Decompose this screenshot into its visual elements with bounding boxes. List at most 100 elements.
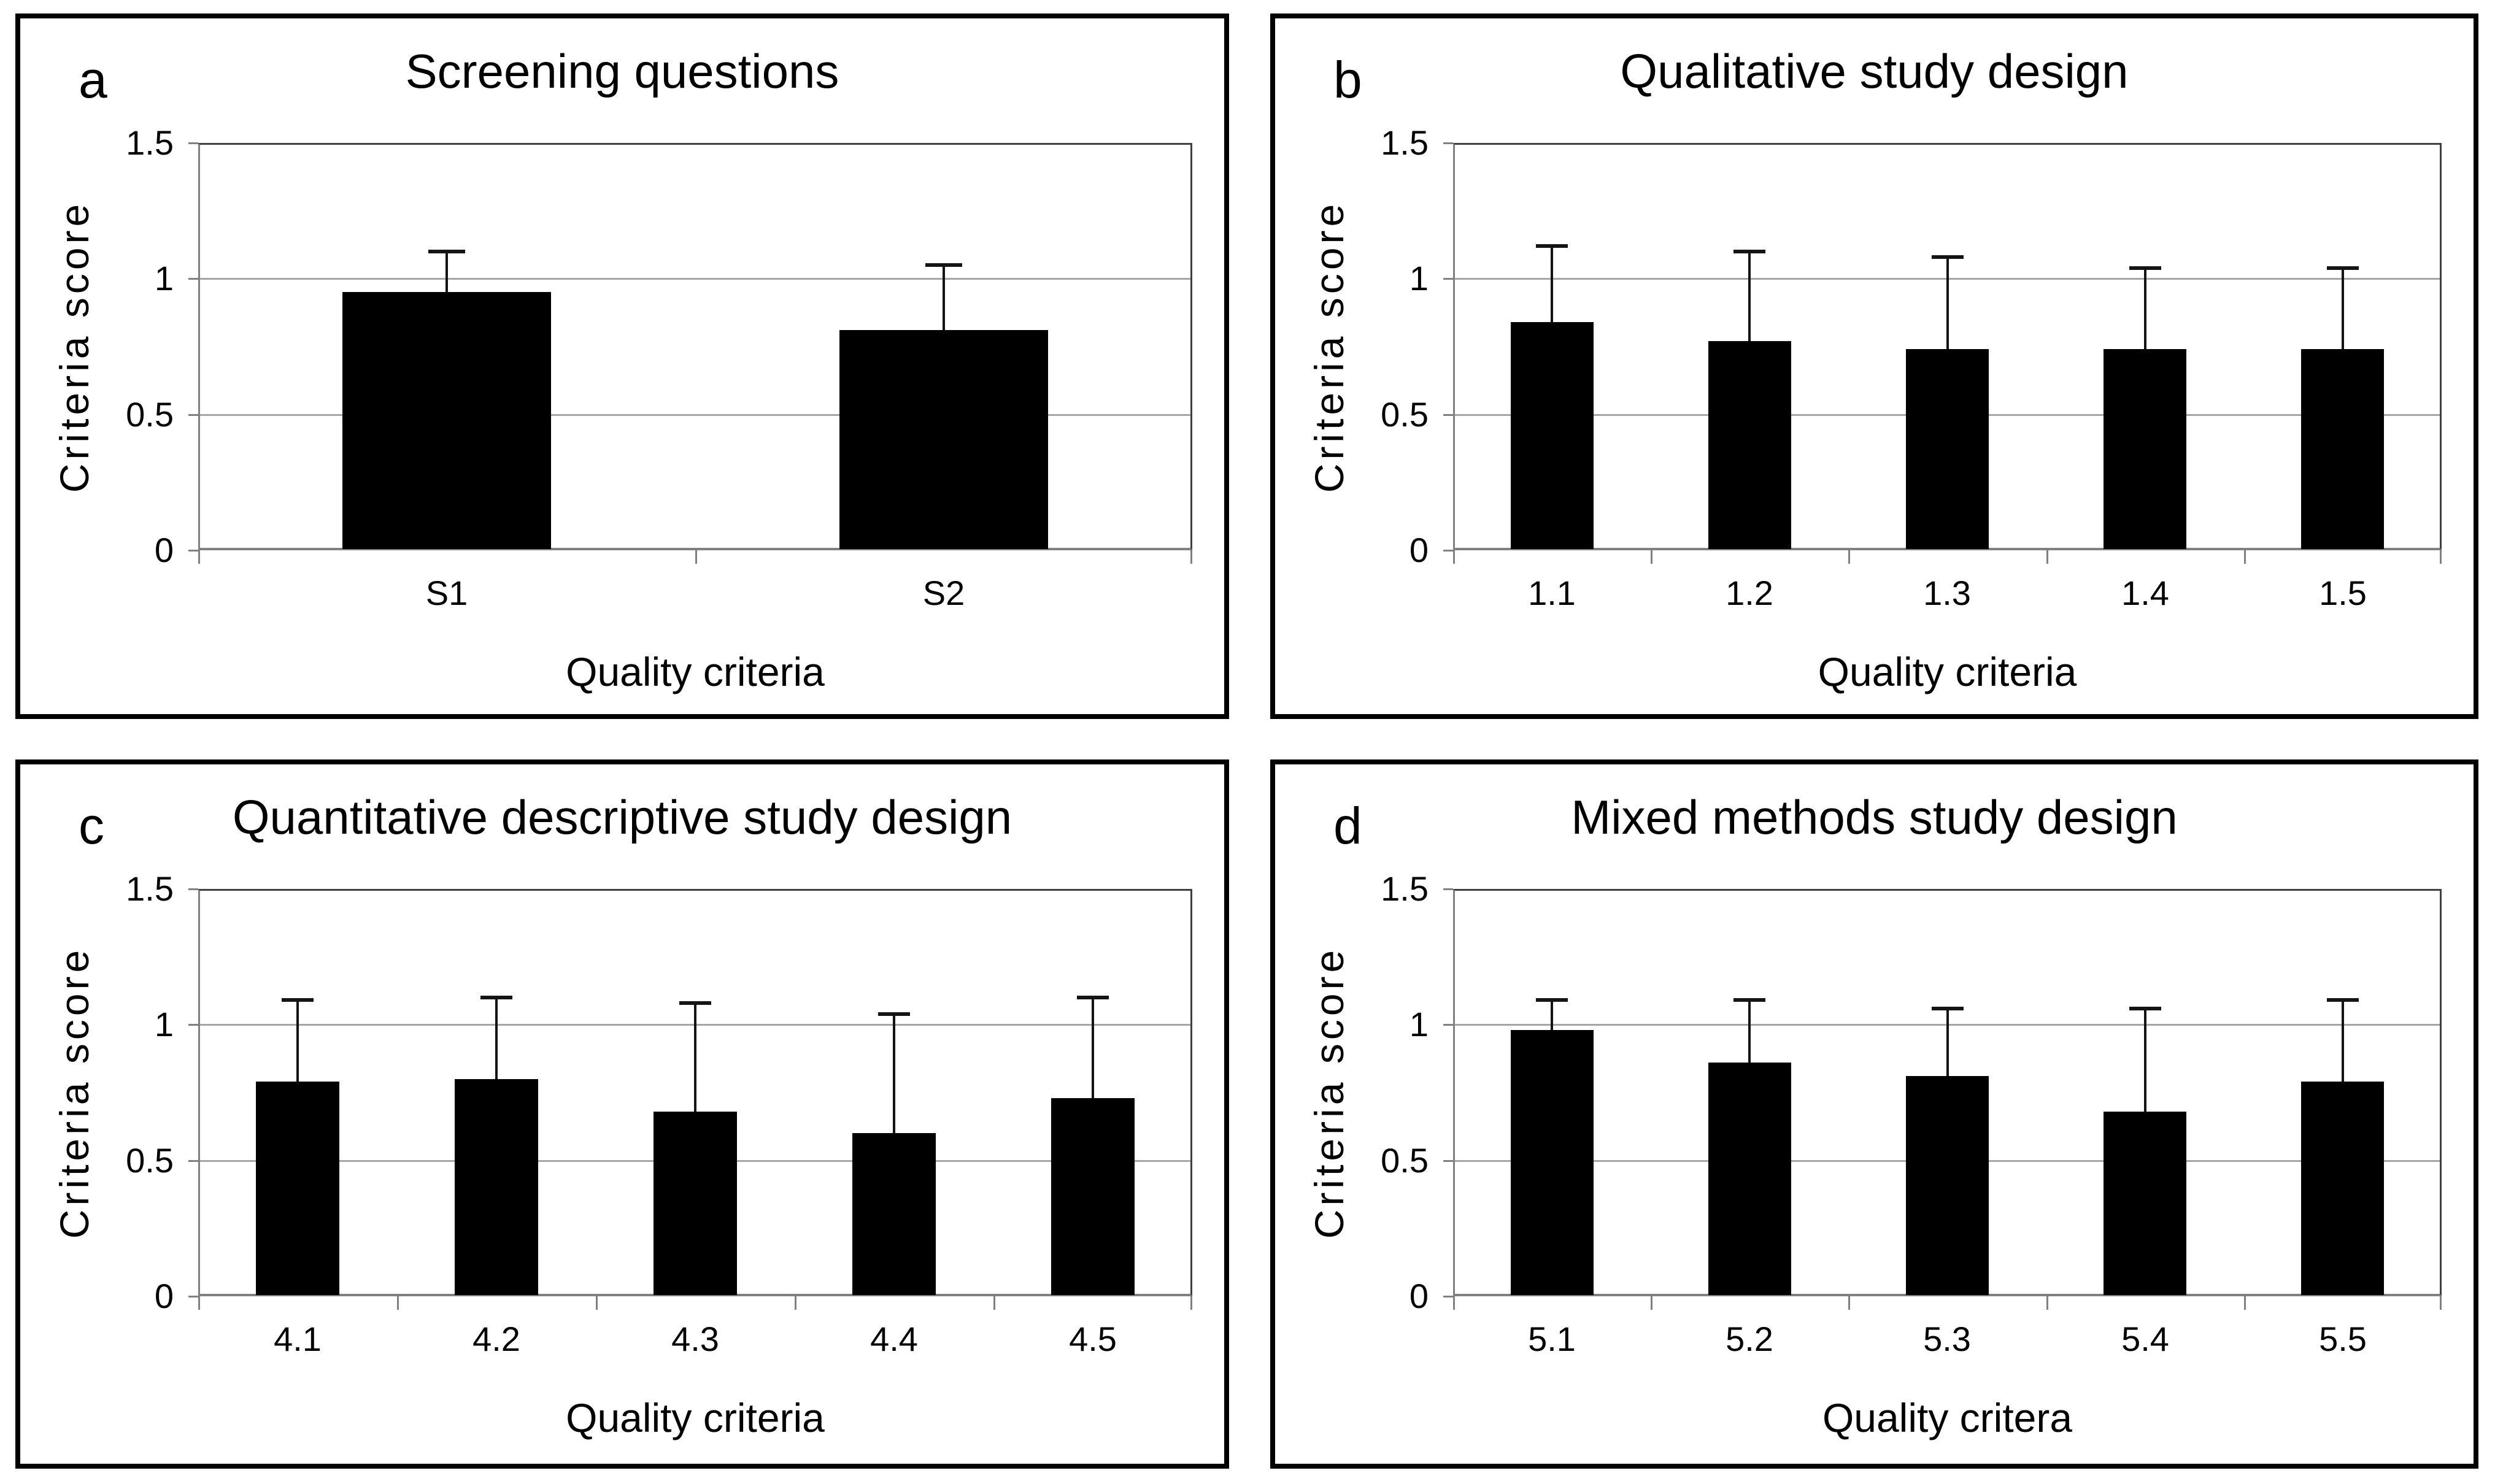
error-bar-line — [2144, 1009, 2146, 1112]
y-axis-tick — [188, 414, 198, 416]
y-axis-tick — [188, 1296, 198, 1298]
bar — [1906, 349, 1989, 549]
x-tick-label: 1.1 — [1528, 574, 1576, 612]
x-tick-label: 5.2 — [1726, 1320, 1773, 1358]
x-axis-tick — [198, 550, 200, 564]
x-tick-label: 5.3 — [1923, 1320, 1971, 1358]
chart-title: Screening questions — [405, 44, 839, 98]
y-tick-label: 1 — [154, 1005, 174, 1044]
chart-title: Quantitative descriptive study design — [232, 790, 1012, 844]
x-axis-tick — [596, 1296, 598, 1310]
y-axis-tick — [188, 278, 198, 280]
gridline — [200, 414, 1190, 416]
x-axis-tick — [2440, 550, 2442, 564]
y-tick-label: 1 — [1409, 1005, 1429, 1044]
error-bar-line — [694, 1003, 696, 1112]
bar — [1511, 322, 1594, 549]
error-bar-cap — [878, 1012, 910, 1016]
x-axis-tick — [1848, 550, 1850, 564]
x-axis-tick — [2046, 1296, 2048, 1310]
error-bar-cap — [1932, 255, 1964, 259]
x-axis-title: Quality criteria — [566, 649, 825, 694]
y-tick-label: 1.5 — [126, 869, 174, 908]
y-axis-tick — [1443, 1160, 1453, 1162]
x-tick-label: 1.3 — [1923, 574, 1971, 612]
error-bar-cap — [1733, 998, 1765, 1002]
error-bar-line — [445, 252, 448, 292]
x-axis-tick — [1190, 1296, 1192, 1310]
y-axis-tick — [1443, 278, 1453, 280]
error-bar-cap — [480, 996, 512, 999]
bar — [342, 292, 551, 549]
x-tick-label: 4.4 — [870, 1320, 918, 1358]
error-bar-line — [2342, 268, 2344, 349]
y-axis-tick — [1443, 550, 1453, 552]
error-bar-line — [1748, 252, 1751, 341]
panel-d: d Mixed methods study design 0 0.5 1 1.5 5.1 5.… — [1270, 759, 2478, 1469]
y-axis-title: Criteria score — [1306, 946, 1352, 1239]
y-tick-label: 0.5 — [1381, 395, 1429, 434]
y-axis-tick — [1443, 1296, 1453, 1298]
chart-title: Qualitative study design — [1620, 44, 2129, 98]
bar — [2104, 1112, 2186, 1295]
x-axis-tick — [993, 1296, 995, 1310]
error-bar-cap — [2327, 266, 2359, 270]
panel-a: a Screening questions 0 0.5 1 1.5 S1 S2 Quality … — [15, 13, 1229, 719]
y-axis-tick — [188, 1024, 198, 1026]
x-axis-tick — [1651, 550, 1652, 564]
error-bar-line — [893, 1014, 895, 1133]
plot-area — [1453, 143, 2442, 550]
bar — [2301, 349, 2384, 549]
y-tick-label: 1.5 — [1381, 869, 1429, 908]
x-tick-label: 4.1 — [274, 1320, 322, 1358]
error-bar-cap — [282, 998, 314, 1002]
error-bar-cap — [925, 263, 962, 267]
error-bar-line — [296, 1000, 299, 1082]
error-bar-cap — [1733, 250, 1765, 253]
plot-area — [198, 143, 1192, 550]
error-bar-line — [1551, 1000, 1553, 1030]
error-bar-line — [495, 998, 498, 1079]
error-bar-cap — [1077, 996, 1109, 999]
panel-letter: d — [1333, 797, 1362, 855]
x-tick-label: 1.4 — [2121, 574, 2169, 612]
x-axis-title: Quality criteria — [566, 1395, 825, 1440]
y-axis-tick — [1443, 142, 1453, 144]
chart-title: Mixed methods study design — [1571, 790, 2178, 844]
x-axis-tick — [2046, 550, 2048, 564]
error-bar-line — [1946, 257, 1949, 349]
x-axis-tick — [1190, 550, 1192, 564]
x-axis-tick — [1651, 1296, 1652, 1310]
x-tick-label: S1 — [425, 574, 468, 612]
y-tick-label: 1.5 — [126, 123, 174, 162]
y-tick-label: 1.5 — [1381, 123, 1429, 162]
panel-letter: b — [1333, 51, 1362, 109]
x-tick-label: 4.5 — [1069, 1320, 1117, 1358]
bar — [1051, 1098, 1135, 1295]
x-axis-tick — [198, 1296, 200, 1310]
plot-area — [1453, 889, 2442, 1296]
y-tick-label: 1 — [154, 259, 174, 298]
error-bar-line — [2144, 268, 2146, 349]
x-tick-label: 5.4 — [2121, 1320, 2169, 1358]
x-tick-label: 5.5 — [2319, 1320, 2367, 1358]
x-tick-label: 4.3 — [671, 1320, 719, 1358]
x-tick-label: 1.5 — [2319, 574, 2367, 612]
y-tick-label: 0.5 — [126, 1141, 174, 1180]
bar — [1511, 1030, 1594, 1295]
x-axis-tick — [795, 1296, 796, 1310]
error-bar-line — [1092, 998, 1094, 1098]
error-bar-cap — [428, 250, 465, 253]
y-tick-label: 1 — [1409, 259, 1429, 298]
x-axis-tick — [2244, 1296, 2246, 1310]
y-axis-tick — [188, 142, 198, 144]
panel-b: b Qualitative study design 0 0.5 1 1.5 1.1 1.2 1… — [1270, 13, 2478, 719]
x-axis-tick — [2244, 550, 2246, 564]
error-bar-line — [2342, 1000, 2344, 1082]
y-axis-tick — [188, 888, 198, 890]
plot-area — [198, 889, 1192, 1296]
x-axis-title: Quality criteria — [1818, 649, 2077, 694]
panel-letter: a — [79, 51, 107, 109]
bar — [455, 1079, 538, 1295]
